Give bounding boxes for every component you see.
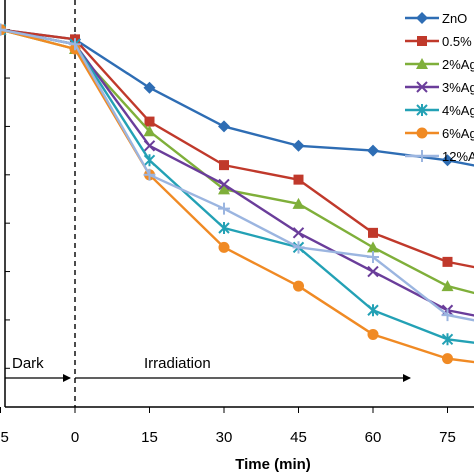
irradiation-annotation: Irradiation [144, 355, 211, 372]
point-1-4 [293, 174, 304, 185]
x-tick-label-0: 15 [0, 429, 9, 446]
axes: 15 0 15 30 45 60 75 [0, 0, 474, 446]
plot-area [0, 23, 474, 365]
legend-marker-6 [416, 150, 428, 162]
legend-label-3: 3%Ag [442, 80, 474, 95]
series-4 [0, 23, 474, 346]
point-4-5 [367, 304, 379, 317]
point-2-4 [292, 197, 305, 209]
point-0-6 [441, 154, 454, 167]
point-3-4 [292, 227, 305, 239]
x-tick-label-5: 60 [365, 429, 382, 446]
point-1-5 [368, 227, 378, 238]
point-3-3 [218, 178, 230, 191]
point-5-5 [367, 328, 379, 340]
point-2-6 [441, 280, 454, 292]
legend-marker-3 [416, 81, 428, 93]
series-line-1 [0, 28, 474, 269]
point-5-3 [218, 241, 230, 253]
legend-label-5: 6%Ag [442, 126, 474, 141]
legend-label-4: 4%Ag [442, 103, 474, 118]
series-line-6 [0, 28, 474, 322]
point-3-5 [367, 265, 379, 278]
legend-marker-4 [416, 104, 428, 116]
series-3 [0, 23, 474, 317]
point-0-5 [367, 144, 379, 157]
legend-marker-0 [416, 12, 428, 24]
point-4-2 [143, 154, 156, 167]
legend-label-0: ZnO [442, 11, 467, 26]
point-6-1 [69, 38, 81, 51]
x-axis-title: Time (min) [235, 456, 311, 473]
series-line-3 [0, 28, 474, 317]
point-2-5 [367, 241, 379, 253]
point-1-3 [219, 160, 229, 171]
point-2-3 [218, 183, 230, 195]
point-4-6 [441, 333, 454, 346]
point-5-6 [442, 353, 453, 365]
series-line-0 [0, 28, 474, 167]
point-2-2 [143, 125, 156, 137]
x-tick-label-6: 75 [439, 429, 456, 446]
point-0-4 [292, 139, 305, 152]
legend-marker-1 [417, 36, 427, 46]
point-6-4 [292, 241, 305, 254]
point-0-3 [218, 120, 230, 133]
x-tick-label-1: 0 [71, 429, 79, 446]
point-6-6 [441, 309, 454, 322]
series-line-4 [0, 28, 474, 344]
annotations: Dark Irradiation [12, 355, 211, 372]
series-1 [0, 24, 474, 269]
point-0-2 [143, 81, 156, 94]
point-6-0 [0, 23, 7, 36]
series-line-5 [0, 28, 474, 364]
series-5 [0, 24, 474, 365]
x-tick-label-3: 30 [216, 429, 233, 446]
legend-label-2: 2%Ag [442, 57, 474, 72]
series-6 [0, 23, 474, 322]
x-tick-label-4: 45 [290, 429, 307, 446]
point-1-6 [442, 256, 453, 267]
point-6-5 [367, 251, 379, 264]
legend-label-1: 0.5% [442, 34, 472, 49]
point-6-3 [218, 202, 230, 215]
legend-marker-5 [416, 127, 428, 139]
dark-annotation: Dark [12, 355, 44, 372]
point-5-4 [293, 280, 304, 292]
point-1-2 [144, 116, 155, 127]
x-tick-label-2: 15 [141, 429, 158, 446]
legend-label-6: 12%A [442, 149, 474, 164]
legend: ZnO 0.5% 2%Ag 3%Ag 4%Ag 6%Ag 12%A [405, 11, 474, 164]
point-3-2 [143, 140, 156, 152]
point-6-2 [143, 168, 156, 181]
legend-marker-2 [416, 58, 428, 69]
point-4-3 [218, 222, 230, 235]
